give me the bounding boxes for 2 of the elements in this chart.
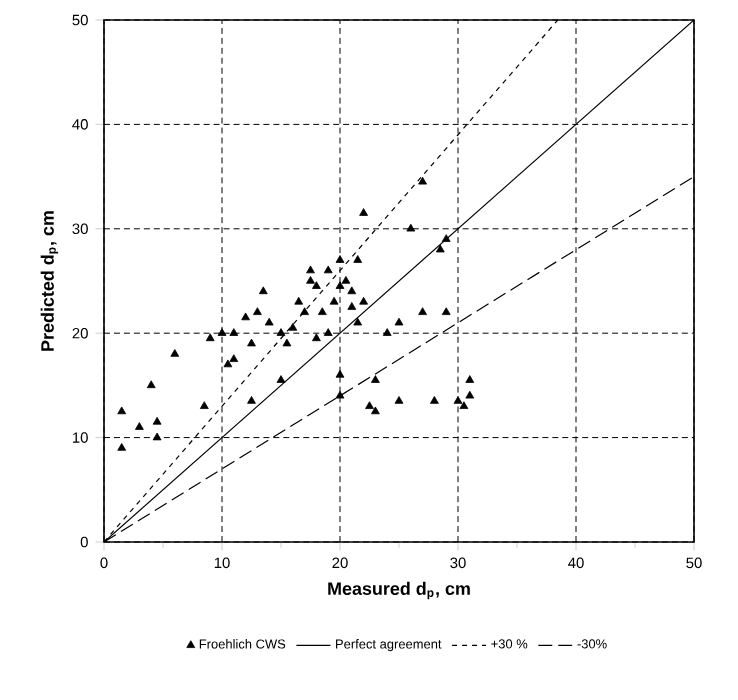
y-axis-title: Predicted d$_{p}$, cm	[40, 211, 59, 351]
x-axis-title: Measured d$_{p}$, cm	[328, 581, 470, 600]
